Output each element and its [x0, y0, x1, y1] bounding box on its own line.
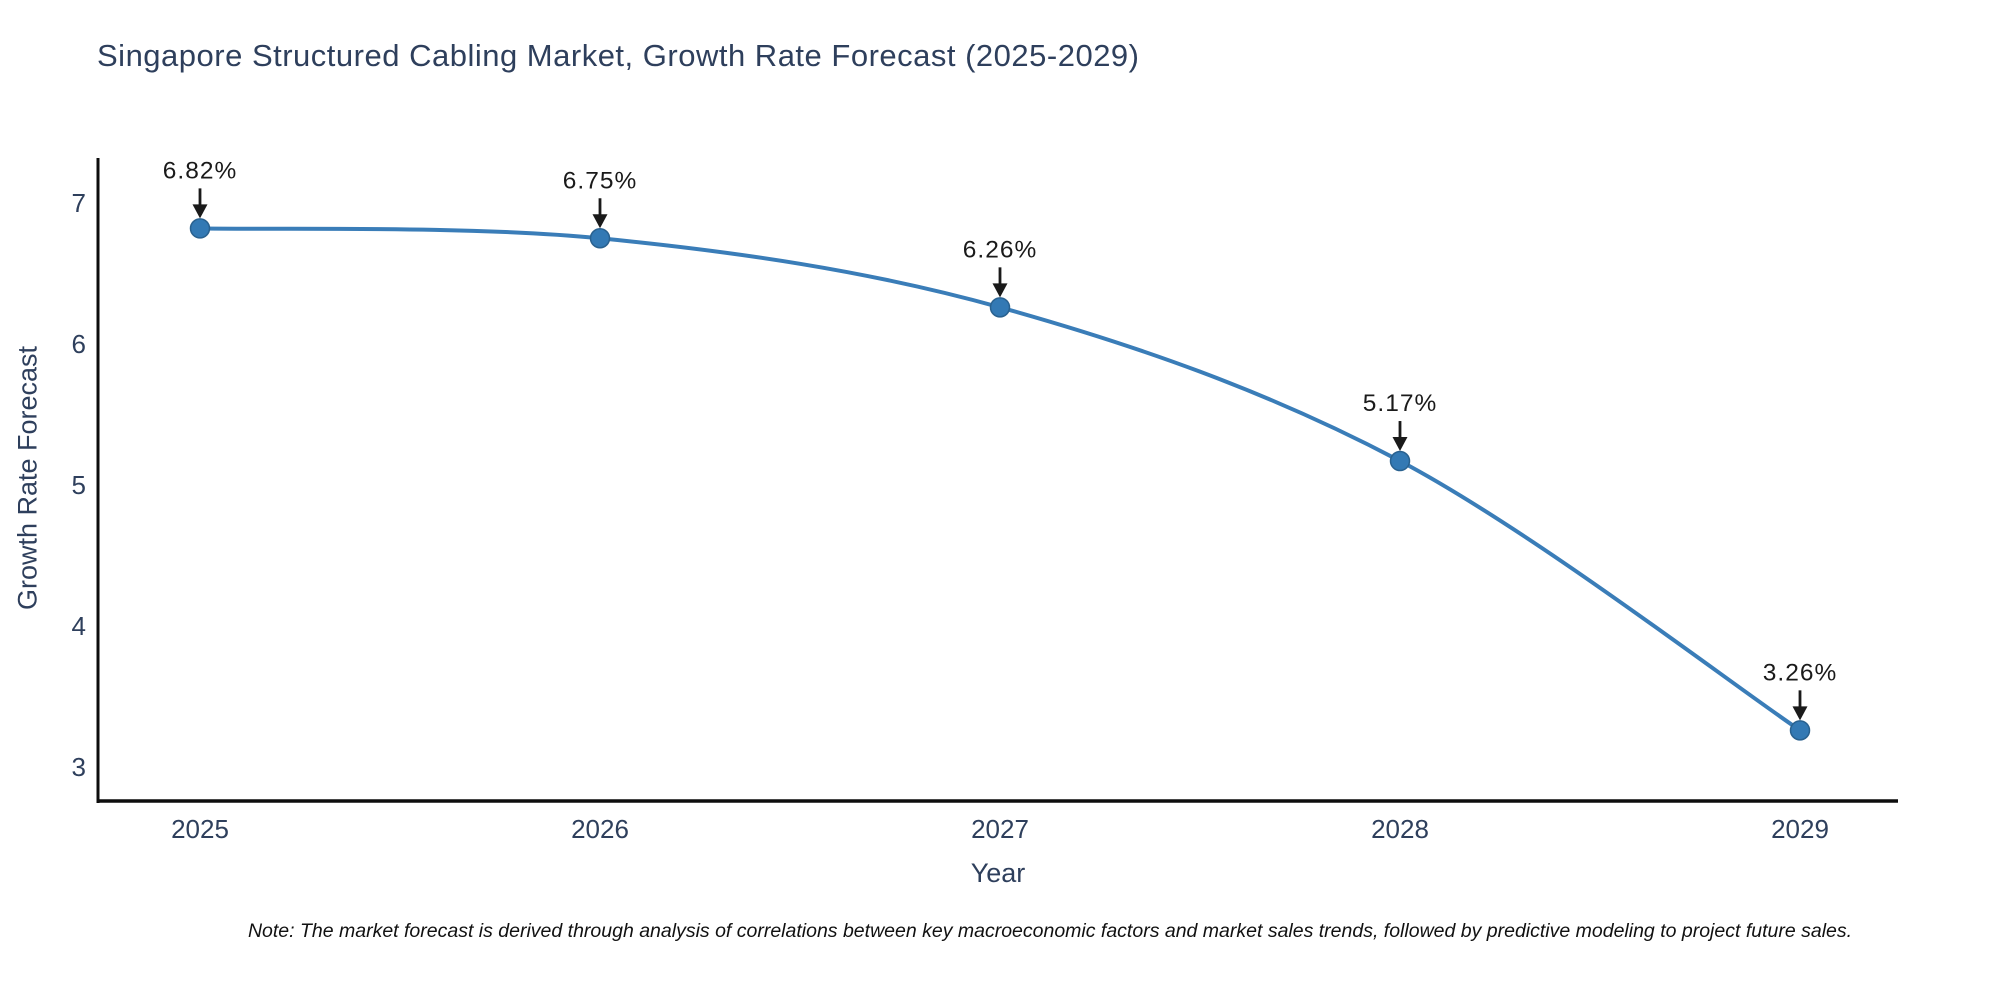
- y-tick-7: 7: [72, 188, 86, 218]
- x-tick-2026: 2026: [571, 814, 629, 844]
- annotation-arrow-head-2025: [192, 204, 208, 219]
- y-axis-label: Growth Rate Forecast: [12, 345, 43, 611]
- y-tick-3: 3: [72, 752, 86, 782]
- data-point-2028: [1389, 450, 1411, 472]
- footnote: Note: The market forecast is derived thr…: [247, 920, 1853, 942]
- data-point-2025: [189, 218, 211, 239]
- data-label-2027: 6.26%: [963, 236, 1037, 263]
- x-tick-2029: 2029: [1771, 814, 1829, 844]
- y-tick-5: 5: [72, 470, 86, 500]
- y-tick-4: 4: [72, 611, 86, 641]
- data-label-2028: 5.17%: [1363, 390, 1437, 417]
- annotation-arrow-head-2027: [992, 283, 1008, 298]
- y-tick-6: 6: [72, 329, 86, 359]
- data-point-2029: [1789, 720, 1811, 741]
- x-tick-2028: 2028: [1371, 814, 1429, 844]
- annotation-arrow-head-2026: [592, 214, 608, 229]
- data-point-2027: [989, 297, 1011, 318]
- x-axis-label: Year: [970, 858, 1026, 888]
- x-tick-2027: 2027: [971, 814, 1029, 844]
- data-label-2026: 6.75%: [563, 167, 637, 194]
- data-label-2025: 6.82%: [163, 157, 237, 184]
- x-tick-2025: 2025: [171, 814, 229, 844]
- chart-title: Singapore Structured Cabling Market, Gro…: [97, 38, 1140, 73]
- annotation-arrow-head-2029: [1792, 706, 1808, 721]
- data-point-2026: [589, 228, 611, 249]
- data-label-2029: 3.26%: [1763, 659, 1837, 686]
- annotation-arrow-head-2028: [1392, 437, 1408, 452]
